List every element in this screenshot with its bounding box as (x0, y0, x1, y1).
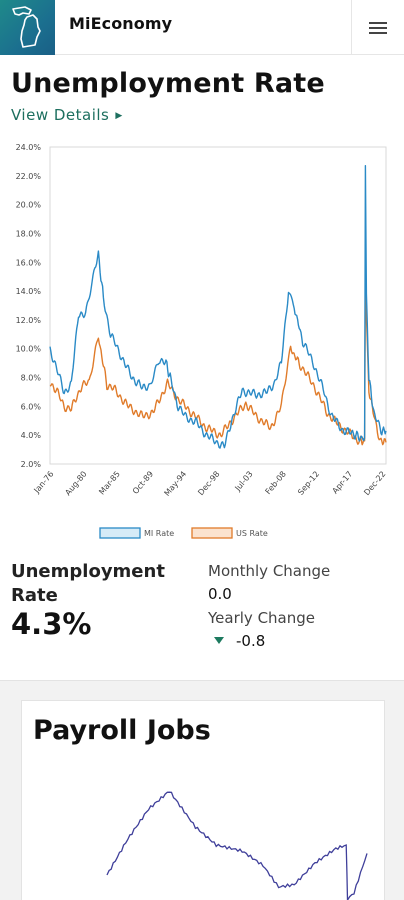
mi-rate-line (49, 165, 387, 449)
legend-mi-rate-label: MI Rate (144, 529, 174, 538)
legend-mi-rate-swatch (99, 527, 141, 539)
x-tick-label: Dec-22 (362, 470, 387, 498)
us-rate-line (49, 284, 387, 446)
x-tick-label: Oct-89 (131, 470, 155, 496)
y-tick-label: 18.0% (16, 229, 42, 238)
caret-right-icon: ▶ (115, 111, 123, 121)
payroll-card[interactable]: Payroll Jobs (21, 700, 385, 900)
yearly-change-value: -0.8 (236, 632, 266, 650)
x-tick-label: Feb-08 (264, 470, 288, 497)
y-tick-label: 20.0% (16, 201, 42, 210)
unemployment-chart-svg: 2.0% 4.0% 6.0% 8.0% 10.0% 12.0% 14.0% 16.0% 18.0… (16, 143, 388, 539)
legend-us-rate-label: US Rate (236, 529, 268, 538)
down-arrow-icon (214, 637, 224, 644)
hamburger-menu-icon (369, 19, 387, 37)
stat-label: Unemployment Rate (11, 561, 165, 606)
x-tick-label: Jan-76 (32, 470, 56, 496)
x-tick-label: Dec-98 (196, 470, 221, 498)
plot-area (49, 146, 387, 465)
stat-value: 4.3% (11, 607, 92, 641)
y-tick-label: 12.0% (16, 316, 42, 325)
legend-us-rate-swatch (191, 527, 233, 539)
view-details-link[interactable]: View Details ▶ (11, 106, 123, 124)
y-tick-label: 2.0% (21, 460, 42, 469)
y-tick-label: 6.0% (21, 402, 42, 411)
x-tick-label: Mar-85 (97, 470, 122, 497)
page-title: Unemployment Rate (11, 68, 325, 99)
y-tick-label: 16.0% (16, 258, 42, 267)
x-tick-label: Aug-80 (63, 470, 88, 498)
monthly-change-value: 0.0 (208, 585, 232, 603)
unemployment-chart: 2.0% 4.0% 6.0% 8.0% 10.0% 12.0% 14.0% 16.0% 18.0… (0, 138, 404, 550)
menu-button[interactable] (351, 0, 404, 55)
x-tick-label: Apr-17 (330, 470, 354, 496)
app-name[interactable]: MiEconomy (69, 14, 173, 33)
y-tick-label: 14.0% (16, 287, 42, 296)
x-tick-label: Jul-03 (233, 470, 255, 494)
view-details-label: View Details (11, 106, 110, 124)
michigan-state-icon (12, 6, 41, 48)
logo[interactable] (0, 0, 55, 55)
x-tick-label: Sep-12 (296, 470, 321, 497)
payroll-title: Payroll Jobs (33, 715, 211, 746)
y-tick-label: 22.0% (16, 172, 42, 181)
payroll-line (106, 791, 368, 900)
yearly-change-label: Yearly Change (208, 609, 315, 627)
y-tick-label: 4.0% (21, 431, 42, 440)
monthly-change-label: Monthly Change (208, 562, 331, 580)
x-tick-label: May-94 (162, 470, 188, 498)
y-tick-label: 24.0% (16, 143, 42, 152)
y-tick-label: 10.0% (16, 345, 42, 354)
top-bar: MiEconomy (0, 0, 404, 55)
payroll-chart-svg (106, 791, 368, 900)
y-tick-label: 8.0% (21, 374, 42, 383)
